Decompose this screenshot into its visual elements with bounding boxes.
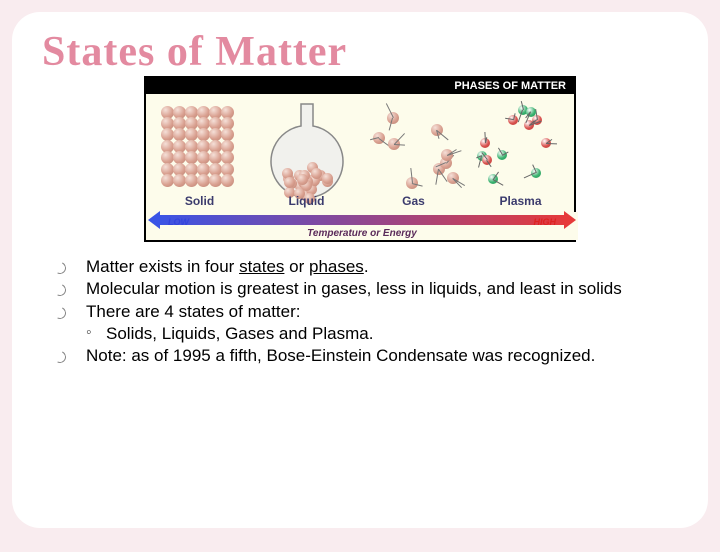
page-title: States of Matter xyxy=(42,30,678,74)
phase-label: Plasma xyxy=(499,194,541,208)
phase-label: Solid xyxy=(185,194,214,208)
list-item: There are 4 states of matter: xyxy=(86,301,678,322)
phase-gas: Gas xyxy=(360,94,467,212)
diagram-heading: PHASES OF MATTER xyxy=(146,78,574,94)
list-item: Molecular motion is greatest in gases, l… xyxy=(86,278,678,299)
list-item: Matter exists in four states or phases. xyxy=(86,256,678,277)
energy-low: LOW xyxy=(168,217,189,227)
phase-plasma: Plasma xyxy=(467,94,574,212)
energy-high: HIGH xyxy=(534,217,557,227)
phase-solid: Solid xyxy=(146,94,253,212)
list-item: Note: as of 1995 a fifth, Bose-Einstein … xyxy=(86,345,678,366)
energy-label: Temperature or Energy xyxy=(146,228,578,239)
list-item: Solids, Liquids, Gases and Plasma. xyxy=(106,323,678,344)
phase-liquid: Liquid xyxy=(253,94,360,212)
phases-diagram: PHASES OF MATTER Solid Liquid Gas Plasma LOW H… xyxy=(42,76,678,242)
phase-label: Gas xyxy=(402,194,425,208)
bullet-list: Matter exists in four states or phases.M… xyxy=(42,256,678,366)
phase-label: Liquid xyxy=(289,194,325,208)
